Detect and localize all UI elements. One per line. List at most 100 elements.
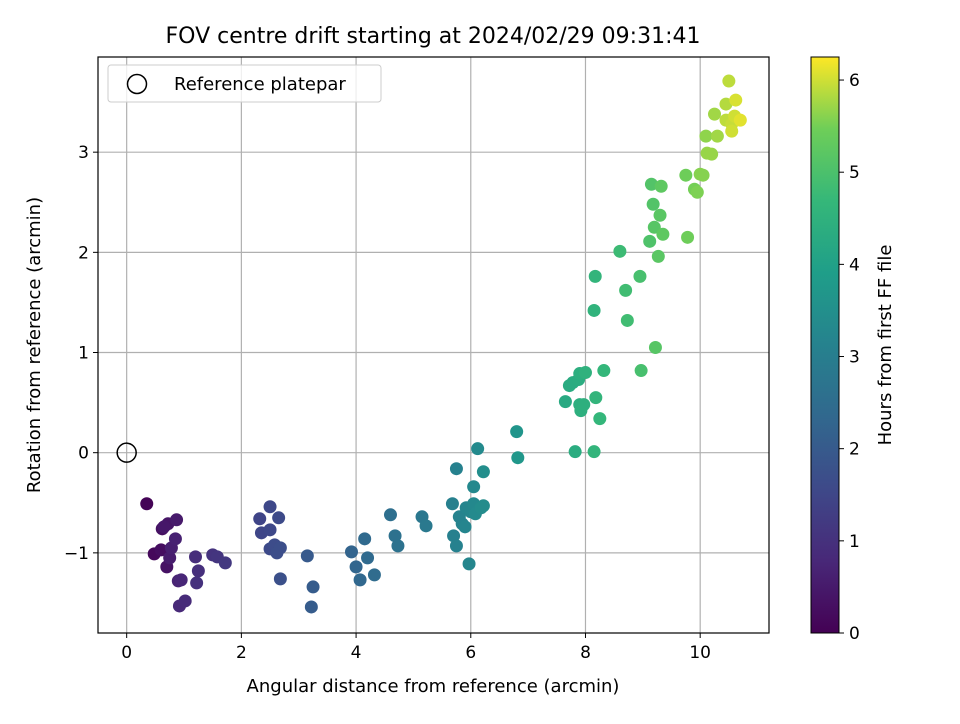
x-tick-label: 0 — [121, 643, 132, 663]
data-point — [367, 568, 381, 582]
reference-platepar-marker — [116, 442, 137, 463]
colorbar-tick-label: 4 — [849, 255, 860, 275]
data-point — [587, 303, 601, 317]
data-point — [619, 283, 633, 297]
data-point — [588, 269, 602, 283]
data-point — [154, 543, 168, 557]
data-point — [191, 564, 205, 578]
data-point — [174, 573, 188, 587]
data-point — [344, 545, 358, 559]
data-point — [300, 549, 314, 563]
x-tick-label: 2 — [236, 643, 247, 663]
data-point — [178, 594, 192, 608]
data-point — [654, 179, 668, 193]
data-point — [690, 185, 704, 199]
y-tick-label: 0 — [78, 444, 89, 464]
data-point — [558, 395, 572, 409]
y-tick-label: 2 — [78, 243, 89, 263]
data-point — [510, 425, 524, 439]
data-point — [273, 572, 287, 586]
data-point — [651, 249, 665, 263]
legend: Reference platepar — [107, 64, 382, 103]
data-point — [634, 364, 648, 378]
data-point — [304, 600, 318, 614]
y-tick-label: 3 — [78, 143, 89, 163]
data-point — [157, 520, 171, 534]
data-point — [419, 519, 433, 533]
data-point — [653, 208, 667, 222]
data-point — [388, 529, 402, 543]
data-point — [644, 177, 658, 191]
data-point — [699, 129, 713, 143]
data-point — [577, 398, 591, 412]
data-point — [620, 313, 634, 327]
colorbar-ticks: 0 1 2 3 4 5 6 — [839, 71, 860, 644]
data-point — [729, 93, 743, 107]
data-point — [647, 220, 661, 234]
data-point — [587, 445, 601, 459]
data-point — [646, 197, 660, 211]
data-point — [710, 129, 724, 143]
colorbar-label: Hours from first FF file — [875, 245, 896, 446]
x-tick-label: 6 — [465, 643, 476, 663]
data-point — [462, 557, 476, 571]
data-point — [218, 556, 232, 570]
x-axis-label: Angular distance from reference (arcmin) — [247, 676, 620, 697]
data-point — [447, 529, 461, 543]
data-point — [589, 391, 603, 405]
data-point — [272, 511, 286, 525]
colorbar-tick-label: 0 — [849, 624, 860, 644]
grid-lines — [98, 57, 769, 633]
data-point — [168, 532, 182, 546]
y-tick-label: −1 — [64, 544, 89, 564]
colorbar: 0 1 2 3 4 5 6 Hours from first FF file — [810, 56, 896, 644]
legend-open-circle-marker — [126, 73, 148, 95]
data-point — [361, 551, 375, 565]
data-point — [163, 551, 177, 565]
data-point — [445, 497, 459, 511]
colorbar-tick-label: 6 — [849, 71, 860, 91]
data-point — [188, 550, 202, 564]
y-axis-ticks: −1 0 1 2 3 — [64, 143, 98, 564]
data-point — [383, 508, 397, 522]
data-point — [306, 580, 320, 594]
data-point — [679, 168, 693, 182]
data-point — [633, 269, 647, 283]
data-point — [568, 445, 582, 459]
data-point — [190, 576, 204, 590]
data-point — [476, 465, 490, 479]
data-point — [719, 97, 733, 111]
chart-title: FOV centre drift starting at 2024/02/29 … — [166, 24, 701, 49]
data-point — [725, 124, 739, 138]
data-point — [273, 541, 287, 555]
data-point — [140, 497, 154, 511]
x-tick-label: 10 — [689, 643, 711, 663]
data-point — [263, 523, 277, 537]
data-point — [349, 560, 363, 574]
data-point — [696, 168, 710, 182]
data-point — [578, 366, 592, 380]
legend-entry-label: Reference platepar — [174, 74, 346, 95]
data-point — [593, 412, 607, 426]
data-point — [471, 442, 485, 456]
data-point — [170, 513, 184, 527]
x-tick-label: 8 — [580, 643, 591, 663]
data-point — [467, 480, 481, 494]
legend-box — [107, 64, 382, 103]
data-point — [263, 500, 277, 514]
colorbar-tick-label: 3 — [849, 348, 860, 368]
colorbar-tick-label: 5 — [849, 163, 860, 183]
data-point — [511, 451, 525, 465]
data-point — [613, 244, 627, 258]
data-point — [648, 341, 662, 355]
data-point — [358, 532, 372, 546]
plot-area-frame — [97, 56, 770, 634]
x-tick-label: 4 — [351, 643, 362, 663]
colorbar-tick-label: 1 — [849, 532, 860, 552]
data-point — [722, 74, 736, 88]
data-points — [140, 74, 747, 614]
y-tick-label: 1 — [78, 344, 89, 364]
reference-marker-layer — [116, 442, 137, 463]
